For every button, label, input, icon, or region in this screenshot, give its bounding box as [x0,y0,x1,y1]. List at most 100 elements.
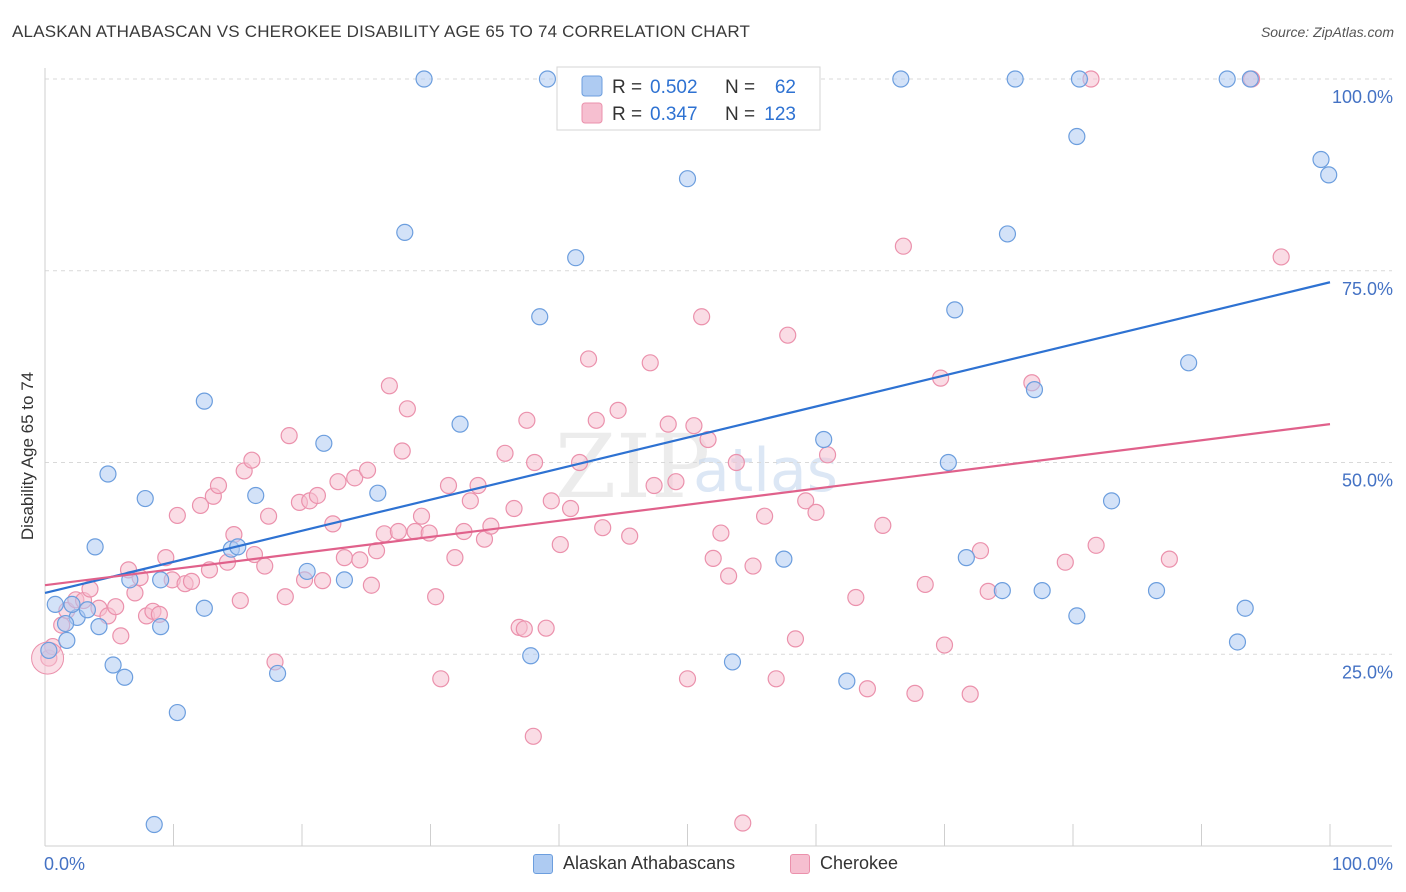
alaskan-athabascan-point [723,653,742,671]
cherokee-point [594,519,612,537]
cherokee-point [280,427,298,445]
cherokee-point [446,549,464,567]
cherokee-point [209,476,228,495]
alaskan-athabascan-point [775,550,793,568]
alaskan-athabascan-point [415,70,433,88]
legend-n-value-pink: 123 [764,104,796,125]
alaskan-athabascan-point [63,595,81,613]
y-tick-label: 25.0% [1342,662,1393,682]
cherokee-point [1056,553,1074,571]
cherokee-point [906,684,924,702]
cherokee-point [712,524,730,542]
x-tick-label: 0.0% [44,854,85,874]
cherokee-point [667,473,685,491]
cherokee-point [1087,536,1105,554]
cherokee-point [313,572,332,590]
cherokee-point [461,492,479,510]
cherokee-point [971,542,990,560]
cherokee-point [515,620,533,638]
cherokee-point [847,588,865,607]
alaskan-athabascan-point [946,301,964,319]
cherokee-point [779,326,797,344]
alaskan-athabascan-point [815,430,833,449]
cherokee-point [259,507,278,525]
alaskan-athabascan-point [1236,599,1254,617]
alaskan-athabascan-point [957,549,975,567]
cherokee-point [375,525,393,543]
cherokee-point [858,680,877,698]
cherokee-point [579,350,598,368]
cherokee-point [351,551,369,569]
cherokee-point [389,522,407,541]
cherokee-point [112,627,130,645]
y-tick-label: 50.0% [1342,471,1393,491]
legend-n-label-blue: N = [725,77,755,98]
alaskan-athabascan-point [152,571,170,589]
legend-swatch-alaskan-athabascans [533,853,553,874]
cherokee-point [276,588,294,606]
cherokee-point [734,814,752,832]
alaskan-athabascan-point [104,656,122,674]
cherokee-point [641,354,659,372]
trend-line-cherokee [44,423,1331,587]
cherokee-point [358,461,377,479]
cherokee-point [720,567,738,585]
cherokee-point [561,499,580,518]
alaskan-athabascan-point [56,614,75,633]
legend-r-label-pink: R = [612,104,642,125]
alaskan-athabascan-point [1070,70,1089,88]
alaskan-athabascan-point [1033,581,1051,600]
legend-swatch-pink [581,102,603,124]
cherokee-point [916,575,934,594]
alaskan-athabascan-point [369,484,387,502]
cherokee-point [496,444,514,462]
alaskan-athabascan-point [892,70,910,88]
cherokee-point [767,670,785,688]
alaskan-athabascan-point [1241,70,1259,88]
alaskan-athabascan-point [1218,70,1236,88]
cherokee-point [704,549,722,567]
cherokee-point [786,630,805,648]
alaskan-athabascan-point [838,672,856,690]
cherokee-point [346,469,364,487]
alaskan-athabascan-point [1068,127,1086,146]
cherokee-point [482,517,500,535]
alaskan-athabascan-point [1312,150,1330,169]
legend-item-alaskan-athabascans: Alaskan Athabascans [533,853,735,874]
alaskan-athabascan-point [145,815,163,834]
chart-title: ALASKAN ATHABASCAN VS CHEROKEE DISABILIT… [12,22,751,41]
alaskan-athabascan-point [78,601,97,619]
alaskan-athabascan-point [396,223,414,241]
cherokee-point [685,417,703,435]
cherokee-point [727,453,745,472]
legend-box: R = 0.502 N = 62 R = 0.347 N = 123 [556,66,821,131]
cherokee-point [1272,248,1290,266]
cherokee-point [755,507,774,525]
legend-label-alaskan-athabascans: Alaskan Athabascans [563,853,736,873]
cherokee-point [587,411,605,429]
cherokee-point [1160,550,1178,568]
alaskan-athabascan-point [86,538,104,556]
alaskan-athabascan-point [152,618,170,636]
alaskan-athabascan-point [993,581,1011,600]
cherokee-point [935,636,954,654]
alaskan-athabascan-point [451,415,469,433]
trend-line-alaskan-athabascans [44,281,1331,594]
cherokee-point [744,557,762,575]
alaskan-athabascan-point [1147,581,1166,600]
cherokee-point [537,619,555,637]
cherokee-point [693,308,711,326]
legend-row-blue: R = 0.502 N = 62 [581,75,796,98]
y-tick-label: 100.0% [1332,87,1393,107]
cherokee-point [439,476,458,495]
alaskan-athabascan-point [136,489,154,508]
cherokee-point [380,377,398,395]
alaskan-athabascan-point [538,70,557,88]
alaskan-athabascan-point [1320,166,1338,184]
trend-lines [44,281,1331,594]
cherokee-point [427,588,445,606]
legend-n-value-blue: 62 [775,77,796,98]
cherokee-point [505,499,523,518]
cherokee-point [362,576,380,594]
